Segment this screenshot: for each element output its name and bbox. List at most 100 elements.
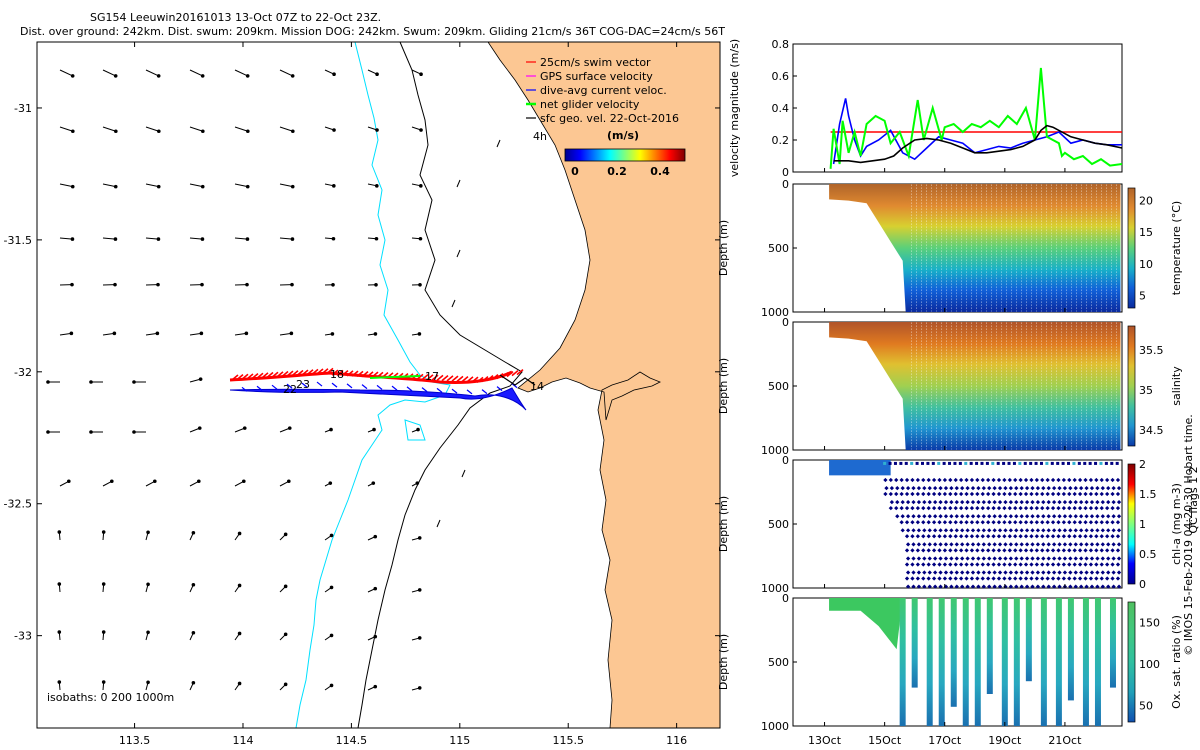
chl-sample bbox=[943, 570, 949, 575]
vector-arrow-head bbox=[375, 128, 379, 132]
dac-vector bbox=[451, 388, 458, 394]
chl-sample bbox=[1052, 542, 1057, 547]
chl-sample bbox=[1100, 584, 1105, 589]
chl-sample bbox=[1035, 528, 1041, 533]
chl-sample bbox=[926, 506, 931, 511]
chl-sample bbox=[953, 548, 958, 553]
section-salinity: 0 500 1000 Depth (m) 34.5 35 35.5 salinity bbox=[717, 316, 1183, 457]
section-colorbar bbox=[1127, 601, 1136, 723]
vector-arrow bbox=[189, 183, 203, 188]
chl-surface-sample bbox=[1002, 461, 1006, 465]
chl-sample bbox=[980, 477, 985, 483]
chl-sample bbox=[954, 584, 959, 589]
chl-sample bbox=[899, 506, 904, 511]
chl-sample bbox=[1079, 514, 1084, 519]
dac-vector bbox=[271, 384, 278, 390]
vector-arrow bbox=[59, 69, 73, 77]
chl-sample bbox=[1018, 562, 1023, 567]
vector-arrow-head bbox=[245, 184, 250, 189]
chl-sample bbox=[949, 570, 954, 575]
vector-arrow-head bbox=[113, 184, 118, 189]
oxygen-profile bbox=[1001, 598, 1008, 726]
dac-vector bbox=[331, 382, 338, 388]
y-tick-label: 500 bbox=[768, 380, 789, 393]
chl-sample bbox=[975, 576, 980, 581]
colorbar-tick-label: 1 bbox=[1139, 518, 1146, 531]
vector-arrow-head bbox=[69, 331, 74, 336]
chl-sample bbox=[904, 534, 910, 539]
chl-sample bbox=[1062, 500, 1068, 505]
vector-arrow-head bbox=[191, 630, 196, 635]
chl-sample bbox=[1068, 570, 1073, 575]
chl-sample bbox=[1035, 485, 1041, 491]
chl-sample bbox=[889, 500, 895, 505]
vector-arrow bbox=[234, 332, 247, 336]
chl-sample bbox=[1106, 542, 1111, 547]
chl-surface-sample bbox=[899, 461, 903, 465]
colorbar-label: temperature (°C) bbox=[1170, 201, 1183, 295]
chl-sample bbox=[1024, 542, 1030, 547]
chl-sample bbox=[1018, 477, 1023, 483]
vector-arrow-head bbox=[70, 184, 75, 189]
chl-sample bbox=[1035, 570, 1041, 575]
chl-sample bbox=[1024, 556, 1030, 561]
depth-label: Depth (m) bbox=[717, 496, 730, 552]
chl-sample bbox=[1008, 500, 1013, 505]
chl-sample bbox=[976, 514, 981, 519]
chl-sample bbox=[1061, 548, 1067, 553]
figure-subtitle: Dist. over ground: 242km. Dist. swum: 20… bbox=[20, 25, 725, 38]
chl-sample bbox=[1023, 548, 1029, 553]
chl-sample bbox=[948, 520, 953, 525]
chl-sample bbox=[981, 514, 986, 519]
chl-sample bbox=[949, 500, 954, 505]
chl-sample bbox=[926, 562, 931, 567]
time-tick-label: 21Oct bbox=[1048, 734, 1082, 747]
chl-sample bbox=[970, 528, 976, 533]
chl-surface-sample bbox=[1115, 461, 1119, 465]
y-tick-label: -31.5 bbox=[4, 234, 32, 247]
chl-sample bbox=[1018, 548, 1023, 553]
chl-sample bbox=[1105, 534, 1110, 539]
chl-sample bbox=[916, 528, 922, 533]
chl-sample bbox=[975, 506, 980, 511]
chl-sample bbox=[910, 506, 915, 511]
chl-surface-sample bbox=[953, 461, 957, 465]
chl-sample bbox=[980, 506, 985, 511]
chl-sample bbox=[965, 584, 970, 589]
chl-sample bbox=[1067, 534, 1072, 539]
legend-label: sfc geo. vel. 22-Oct-2016 bbox=[540, 112, 679, 125]
chl-sample bbox=[911, 570, 916, 575]
y-tick-label: 1000 bbox=[761, 306, 789, 319]
vector-arrow-head bbox=[416, 427, 420, 432]
chl-sample bbox=[996, 548, 1002, 553]
oxygen-profile bbox=[1040, 598, 1047, 726]
chl-sample bbox=[987, 500, 992, 505]
vector-arrow bbox=[102, 332, 115, 336]
vector-arrow bbox=[59, 237, 73, 240]
chl-sample bbox=[996, 506, 1002, 511]
vector-arrow-head bbox=[146, 582, 150, 587]
swim-vector bbox=[511, 369, 519, 377]
chl-sample bbox=[927, 500, 932, 505]
chl-sample bbox=[905, 500, 911, 505]
chl-sample bbox=[948, 534, 953, 539]
chl-sample bbox=[949, 556, 954, 561]
chl-sample bbox=[1008, 485, 1013, 491]
chl-sample bbox=[895, 514, 900, 519]
vector-arrow-head bbox=[246, 129, 250, 134]
chl-sample bbox=[1062, 485, 1068, 491]
time-tick-label: 19Oct bbox=[988, 734, 1022, 747]
chl-sample bbox=[1014, 485, 1019, 491]
chl-sample bbox=[965, 542, 970, 547]
vector-arrow-head bbox=[332, 128, 336, 132]
chl-sample bbox=[991, 477, 996, 483]
chl-sample bbox=[997, 500, 1003, 505]
chl-sample bbox=[926, 491, 931, 497]
chl-sample bbox=[1013, 576, 1018, 581]
chl-sample bbox=[1110, 562, 1115, 567]
vector-arrow-head bbox=[419, 184, 423, 188]
time-tick-label: 17Oct bbox=[928, 734, 962, 747]
vector-arrow-head bbox=[155, 331, 160, 336]
vector-arrow-head bbox=[373, 332, 378, 336]
vector-arrow bbox=[145, 126, 159, 132]
